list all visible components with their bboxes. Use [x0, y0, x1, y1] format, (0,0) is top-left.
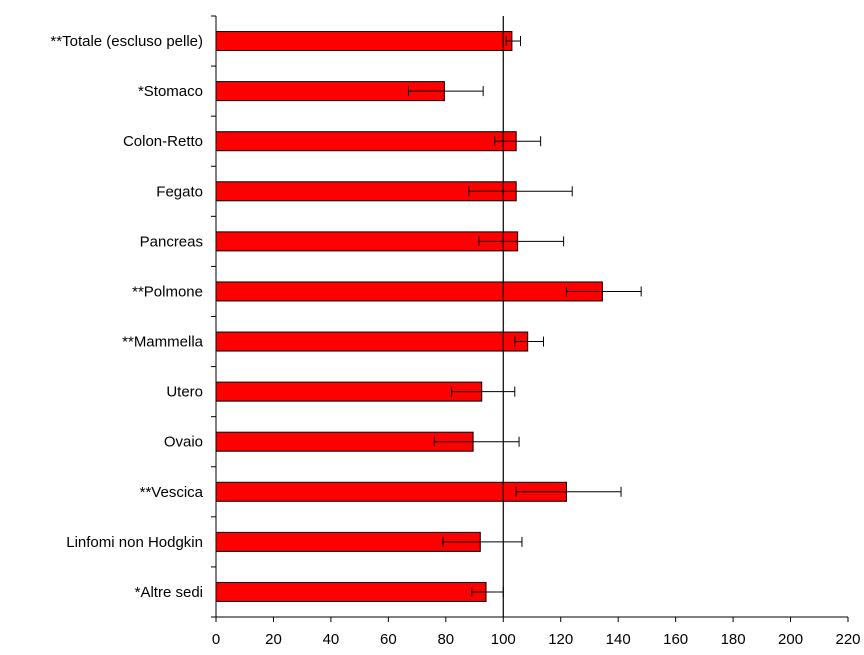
x-tick-label: 140 — [606, 631, 631, 648]
category-label: *Stomaco — [138, 83, 203, 100]
category-label: Utero — [166, 384, 203, 401]
category-label: **Polmone — [132, 283, 203, 300]
category-label: Colon-Retto — [123, 133, 203, 150]
bar — [215, 231, 519, 252]
x-tick-label: 100 — [491, 631, 516, 648]
bar — [215, 31, 513, 52]
x-tick-label: 180 — [721, 631, 746, 648]
bar — [215, 481, 567, 502]
bar — [215, 281, 603, 302]
x-tick-label: 160 — [663, 631, 688, 648]
x-tick-label: 20 — [265, 631, 282, 648]
category-label: **Mammella — [122, 334, 204, 351]
bar — [215, 531, 481, 552]
category-label: **Totale (escluso pelle) — [50, 33, 203, 50]
bar — [215, 381, 483, 402]
category-label: **Vescica — [140, 484, 204, 501]
x-tick-label: 60 — [380, 631, 397, 648]
x-tick-label: 80 — [437, 631, 454, 648]
x-tick-label: 40 — [323, 631, 340, 648]
x-tick-label: 0 — [212, 631, 220, 648]
bar — [215, 331, 529, 352]
bar — [215, 581, 487, 602]
category-label: Ovaio — [164, 434, 203, 451]
bar — [215, 131, 517, 152]
x-tick-label: 220 — [835, 631, 860, 648]
category-label: Linfomi non Hodgkin — [66, 534, 203, 551]
category-label: Fegato — [156, 183, 203, 200]
category-label: Pancreas — [140, 233, 203, 250]
x-tick-label: 200 — [778, 631, 803, 648]
x-tick-label: 120 — [548, 631, 573, 648]
category-label: *Altre sedi — [135, 584, 203, 601]
